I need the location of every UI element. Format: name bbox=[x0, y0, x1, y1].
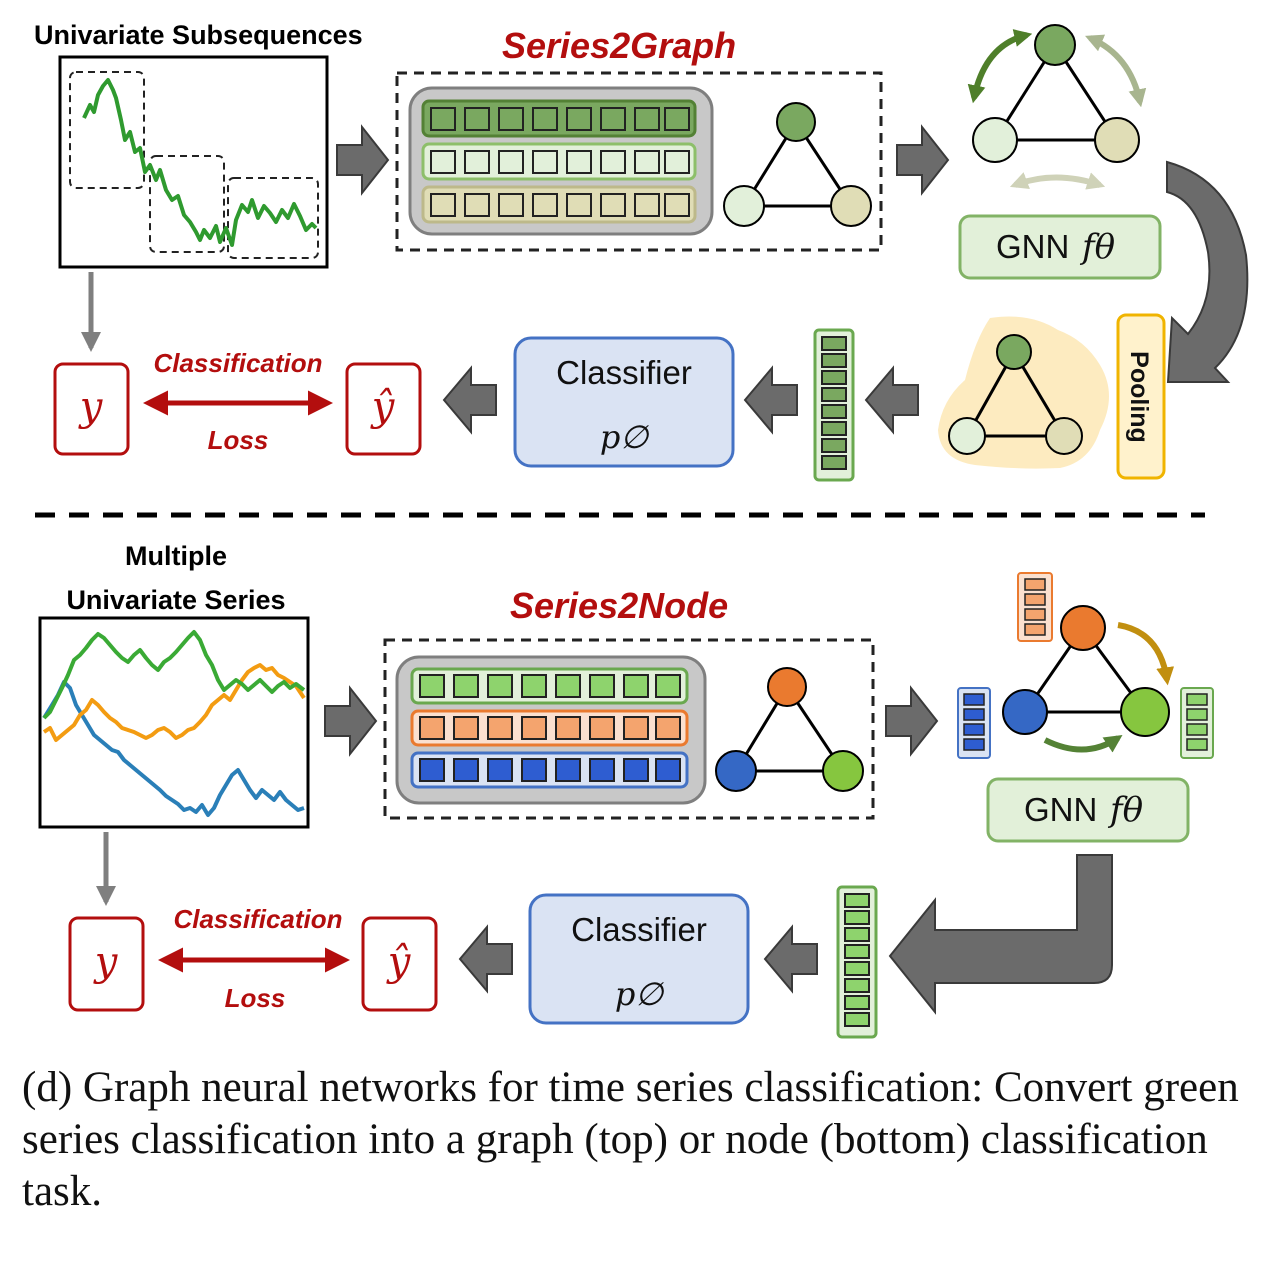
loss-arrow-bottom: Classification Loss bbox=[158, 904, 350, 1013]
loss-label-loss-top: Loss bbox=[208, 425, 269, 455]
label-box-top: y bbox=[53, 362, 130, 456]
loss-label-classification-bottom: Classification bbox=[173, 904, 342, 934]
series2graph-title: Series2Graph bbox=[502, 25, 736, 66]
node-embedding-vector-bottom bbox=[836, 885, 878, 1039]
loss-label-classification-top: Classification bbox=[153, 348, 322, 378]
arrow-input-to-series2graph bbox=[336, 124, 390, 196]
subsequence-vector-1 bbox=[421, 99, 697, 138]
input-label-top: Univariate Subsequences bbox=[34, 20, 363, 50]
elbow-arrow-gnn-to-embedding bbox=[888, 854, 1113, 1015]
univariate-subsequence-plot bbox=[58, 55, 329, 269]
series2graph-box bbox=[395, 71, 883, 252]
arrow-classifier-to-prediction-bottom bbox=[458, 924, 513, 994]
arrow-pooling-to-embedding bbox=[864, 365, 919, 435]
curved-arrow-gnn-to-pooling bbox=[1166, 160, 1249, 383]
pooling-label: Pooling bbox=[1125, 351, 1153, 443]
arrow-series2node-to-gnn bbox=[885, 685, 939, 757]
pooled-graph bbox=[938, 316, 1109, 469]
arrow-embedding-to-classifier-top bbox=[743, 365, 798, 435]
message-passing-graph-top bbox=[967, 24, 1147, 190]
classifier-box-top: Classifier p∅ bbox=[513, 336, 735, 468]
loss-arrow-top: Classification Loss bbox=[143, 348, 333, 455]
subsequence-vector-2 bbox=[421, 142, 697, 181]
figure-caption: (d) Graph neural networks for time serie… bbox=[22, 1064, 1239, 1215]
arrow-classifier-to-prediction-top bbox=[442, 365, 497, 435]
series-vector-orange bbox=[410, 709, 689, 747]
prediction-box-bottom: ŷ bbox=[361, 916, 438, 1012]
node-feature-green bbox=[1180, 687, 1214, 759]
prediction-label-top: ŷ bbox=[370, 384, 396, 430]
gnn-box-top: GNN fθ bbox=[958, 214, 1162, 280]
arrow-input-to-series2node bbox=[324, 685, 378, 757]
arrow-series2graph-to-gnn bbox=[896, 124, 950, 196]
series2node-box bbox=[383, 638, 875, 820]
gnn-symbol-bottom: fθ bbox=[1107, 790, 1143, 830]
arrow-embedding-to-classifier-bottom bbox=[763, 924, 818, 994]
loss-label-loss-bottom: Loss bbox=[225, 983, 286, 1013]
gnn-box-bottom: GNN fθ bbox=[986, 777, 1190, 843]
gnn-symbol-top: fθ bbox=[1079, 227, 1115, 267]
diagram-canvas: Univariate Subsequences Series2Graph bbox=[34, 20, 1249, 1039]
classifier-symbol-bottom: p∅ bbox=[615, 975, 665, 1013]
series2node-title: Series2Node bbox=[510, 585, 728, 626]
series-vector-blue bbox=[410, 751, 689, 789]
gnn-label-top: GNN bbox=[996, 228, 1069, 265]
series-vector-green bbox=[410, 667, 689, 705]
message-passing-graph-bottom bbox=[957, 572, 1214, 759]
multiple-series-plot bbox=[38, 616, 310, 829]
prediction-box-top: ŷ bbox=[345, 362, 422, 456]
label-box-bottom: y bbox=[68, 916, 145, 1012]
graph-top-small bbox=[723, 102, 872, 227]
label-y-top: y bbox=[78, 384, 104, 430]
subsequence-vector-3 bbox=[421, 185, 697, 224]
gnn-label-bottom: GNN bbox=[1024, 791, 1097, 828]
prediction-label-bottom: ŷ bbox=[386, 939, 412, 985]
classifier-symbol-top: p∅ bbox=[600, 418, 650, 456]
node-feature-blue bbox=[957, 687, 991, 759]
graph-bottom-small bbox=[715, 667, 864, 792]
label-y-bottom: y bbox=[93, 939, 119, 985]
graph-embedding-vector-top bbox=[813, 328, 855, 482]
node-feature-orange bbox=[1017, 572, 1053, 642]
input-label-bottom-line1: Multiple bbox=[125, 541, 227, 571]
pooling-box: Pooling bbox=[1116, 313, 1166, 480]
classifier-box-bottom: Classifier p∅ bbox=[528, 893, 750, 1025]
classifier-label-top: Classifier bbox=[556, 354, 692, 391]
input-label-bottom-line2: Univariate Series bbox=[66, 585, 285, 615]
classifier-label-bottom: Classifier bbox=[571, 911, 707, 948]
